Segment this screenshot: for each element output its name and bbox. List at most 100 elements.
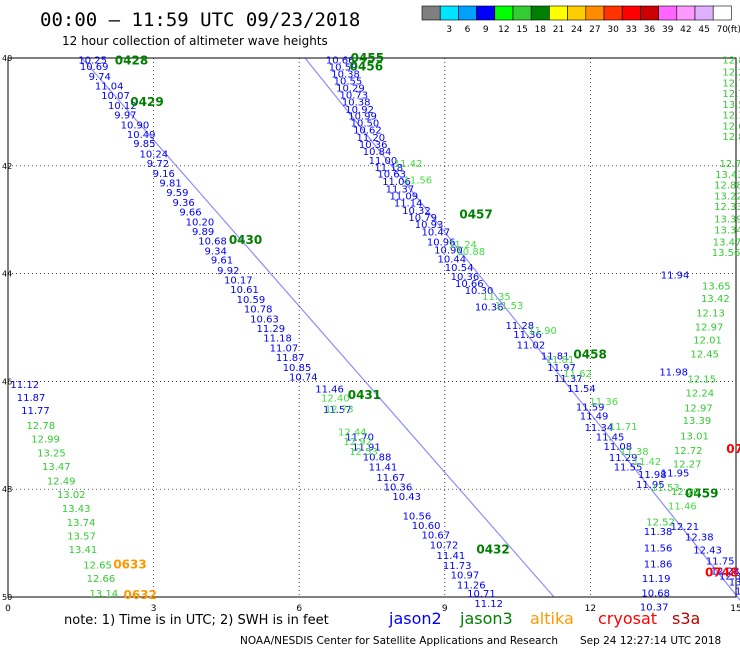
wave-height-label: 11.70 — [345, 432, 374, 443]
wave-height-label: 12.83 — [722, 56, 740, 67]
pass-time-label: 0456 — [350, 60, 383, 74]
wave-height-label: 11.18 — [374, 163, 403, 174]
color-scale-swatch — [476, 5, 496, 21]
y-tick-label: 46 — [2, 377, 12, 386]
wave-height-label: 11.81 — [546, 355, 575, 366]
satellite-legend: jason2 jason3 altika cryosat s3a — [388, 609, 700, 628]
satellite-track: 0748 — [705, 566, 738, 580]
color-scale-swatch — [439, 5, 459, 21]
satellite-track: 12.8312.2612.7812.7313.5912.1312.6612.83… — [646, 56, 740, 529]
wave-height-label: 10.36 — [359, 140, 388, 151]
credit-line: NOAA/NESDIS Center for Satellite Applica… — [240, 635, 558, 647]
wave-height-label: 11.04 — [95, 81, 124, 92]
wave-height-label: 11.19 — [642, 574, 671, 585]
wave-height-label: 11.86 — [644, 560, 673, 571]
track-line — [304, 57, 740, 601]
wave-height-label: 10.90 — [121, 120, 150, 131]
wave-height-label: 10.67 — [422, 530, 451, 541]
wave-height-label: 10.50 — [351, 119, 380, 130]
satellite-track: 10.2510.699.7411.0410.0710.129.9710.9010… — [78, 54, 555, 610]
pass-time-label: 0632 — [124, 588, 157, 602]
wave-height-label: 10.69 — [80, 62, 109, 73]
wave-height-label: 11.12 — [474, 599, 503, 610]
wave-height-label: 11.26 — [457, 581, 486, 592]
wave-height-label: 10.71 — [467, 589, 496, 600]
x-tick-label: 9 — [442, 604, 448, 614]
satellite-track: 0431 — [348, 388, 381, 402]
wave-height-label: 11.00 — [369, 156, 398, 167]
legend-s3a: s3a — [672, 609, 700, 628]
wave-height-label: 10.54 — [445, 263, 474, 274]
pass-time-label: 0459 — [685, 487, 718, 501]
wave-height-label: 11.71 — [609, 422, 638, 433]
wave-height-label: 12.45 — [690, 349, 719, 360]
wave-height-label: 13.02 — [57, 490, 86, 501]
y-tick-label: 40 — [2, 54, 12, 63]
wave-height-label: 12.20 — [671, 487, 700, 498]
color-scale-swatch — [530, 5, 550, 21]
wave-height-label: 10.56 — [403, 512, 432, 523]
wave-height-label: 9.97 — [114, 111, 136, 122]
wave-height-label: 12.97 — [695, 322, 724, 333]
wave-height-label: 12.78 — [26, 421, 55, 432]
satellite-track: 0430 — [229, 233, 262, 247]
wave-height-label: 11.09 — [389, 191, 418, 202]
wave-height-label: 10.36 — [451, 272, 480, 283]
footnote: note: 1) Time is in UTC; 2) SWH is in fe… — [64, 613, 329, 628]
wave-height-label: 10.68 — [198, 237, 227, 248]
wave-height-label: 13.25 — [37, 449, 66, 460]
satellite-track: 0459 — [685, 487, 718, 501]
color-scale-label: 6 — [465, 25, 471, 35]
x-tick-label: 3 — [151, 604, 157, 614]
wave-height-label: 12.13 — [696, 308, 725, 319]
wave-height-label: 10.20 — [186, 217, 215, 228]
wave-height-label: 13.57 — [67, 532, 96, 543]
wave-height-label: 12.73 — [722, 89, 740, 100]
wave-height-label: 13.59 — [722, 100, 740, 111]
wave-height-label: 13.65 — [702, 281, 731, 292]
wave-height-label: 9.66 — [179, 208, 201, 219]
wave-height-label: 11.95 — [636, 480, 665, 491]
wave-height-label: 12.01 — [693, 335, 722, 346]
satellite-track: 11.4211.5611.2410.8811.3511.5311.9011.81… — [394, 159, 697, 512]
wave-height-label: 10.66 — [455, 279, 484, 290]
wave-height-label: 10.49 — [127, 130, 156, 141]
wave-height-label: 13.39 — [714, 215, 740, 226]
wave-height-label: 10.61 — [230, 285, 259, 296]
wave-height-label: 9.34 — [205, 246, 227, 257]
wave-height-label: 10.93 — [415, 220, 444, 231]
wave-height-label: 12.73 — [719, 159, 740, 170]
wave-height-label: 10.96 — [427, 237, 456, 248]
wave-height-label: 10.17 — [224, 276, 253, 287]
wave-height-label: 11.91 — [352, 443, 381, 454]
color-scale-label: 42 — [680, 25, 691, 35]
wave-height-label: 13.41 — [69, 545, 98, 556]
wave-height-label: 11.08 — [604, 442, 633, 453]
wave-height-label: 11.14 — [394, 198, 423, 209]
wave-height-label: 11.53 — [495, 301, 524, 312]
wave-height-label: 10.63 — [377, 169, 406, 180]
wave-height-label: 12.30 — [719, 571, 740, 582]
wave-height-label: 9.85 — [133, 139, 155, 150]
wave-height-label: 11.34 — [585, 423, 614, 434]
wave-height-label: 10.90 — [434, 245, 463, 256]
wave-height-label: 11.46 — [315, 384, 344, 395]
wave-height-label: 11.36 — [513, 330, 542, 341]
wave-height-label: 13.37 — [735, 587, 740, 598]
wave-height-label: 10.92 — [345, 105, 374, 116]
satellite-track: 0632 — [124, 588, 157, 602]
wave-height-label: 9.72 — [147, 159, 169, 170]
wave-height-label: 10.72 — [430, 541, 459, 552]
wave-height-label: 10.32 — [402, 206, 431, 217]
track-line — [81, 57, 555, 598]
wave-height-label: 13.01 — [680, 431, 709, 442]
satellite-track: 0458 — [573, 347, 606, 361]
satellite-track: 10.6610.5910.3810.5510.2910.7310.3810.92… — [304, 51, 740, 601]
pass-time-label: 0430 — [229, 233, 262, 247]
wave-height-label: 10.12 — [108, 101, 137, 112]
wave-height-label: 12.97 — [684, 403, 713, 414]
color-scale-label: 21 — [553, 25, 564, 35]
wave-height-label: 12.21 — [670, 522, 699, 533]
